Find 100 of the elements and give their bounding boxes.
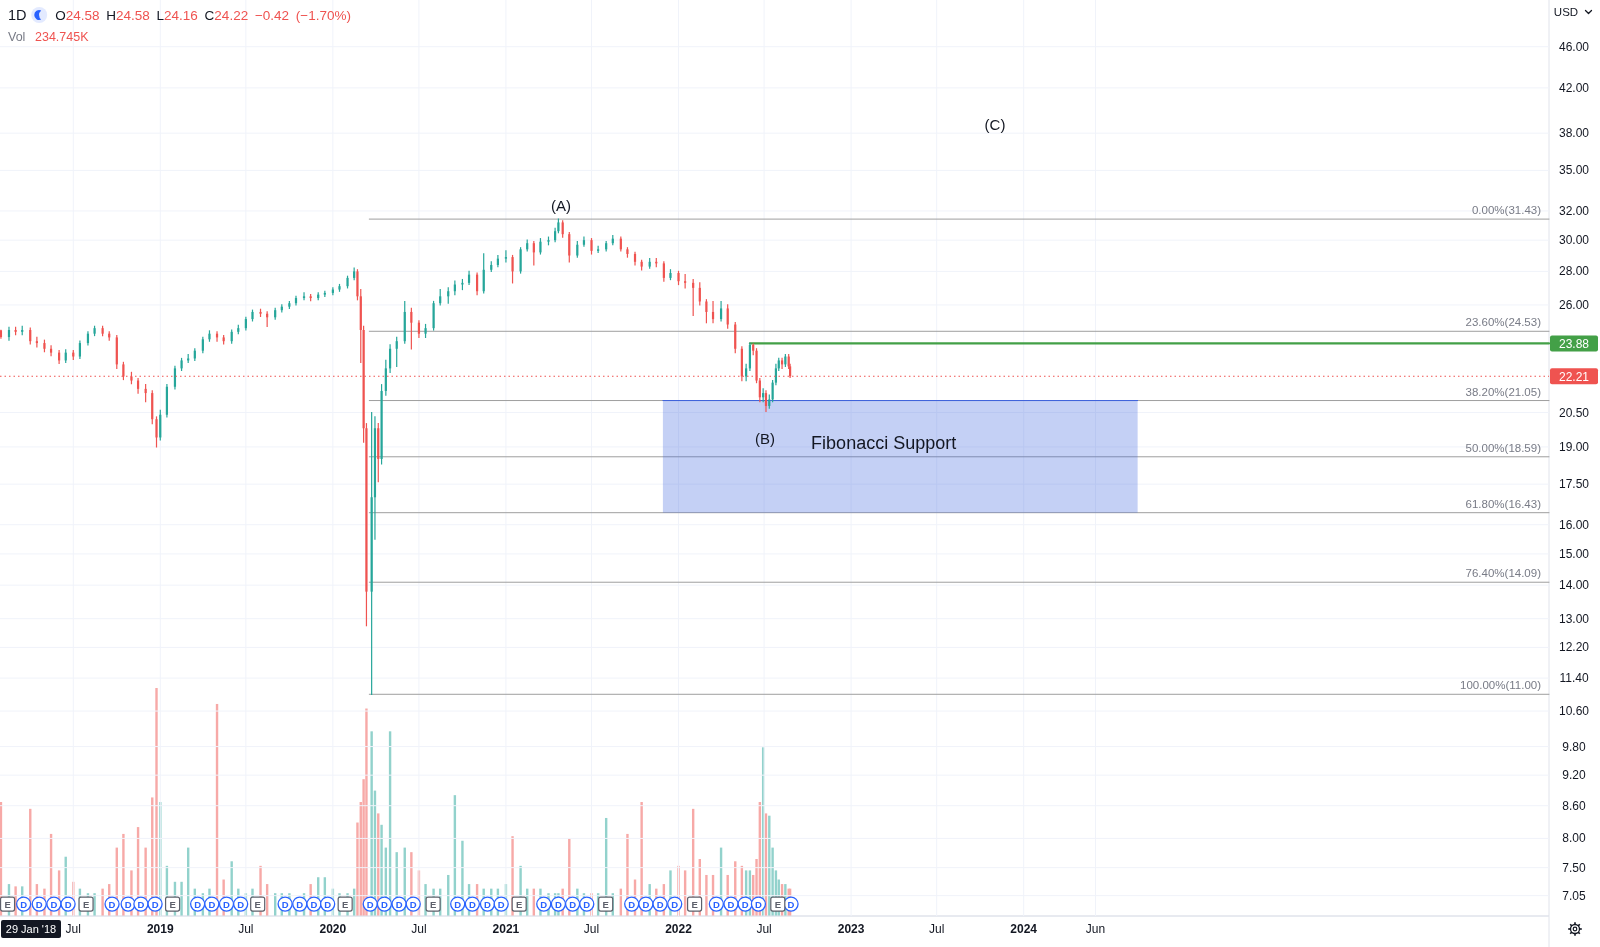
x-tick-label: 2020 [319,922,347,936]
data-label: 23.60%(24.53) [1465,316,1542,329]
data-label: D [642,899,650,911]
data-label: D [628,899,636,911]
y-tick-label: 20.50 [1558,405,1590,420]
x-tick-label: Jul [929,922,945,936]
x-tick-label: Jun [1085,922,1106,936]
y-tick-label: 26.00 [1558,297,1590,312]
y-tick-label: 8.60 [1562,798,1586,813]
y-tick-label: 28.00 [1558,264,1590,279]
data-label: D [151,899,159,911]
data-label: E [342,899,349,911]
annotation: (C) [984,115,1006,133]
data-label: D [787,899,795,911]
y-tick-label: 16.00 [1558,517,1590,532]
annotation: Vol [8,30,26,44]
data-label: E [774,899,781,911]
data-label: D [137,899,145,911]
y-tick-label: 11.40 [1559,671,1589,686]
x-tick-label: Jul [411,922,427,936]
annotation: (B) [755,429,775,447]
data-label: 50.00%(18.59) [1465,441,1542,454]
data-label: D [497,899,505,911]
data-label: E [516,899,523,911]
series-label: Fibonacci Support [811,433,957,454]
data-label: E [691,899,698,911]
x-tick-label: 2021 [492,922,520,936]
data-label: 100.00%(11.00) [1460,679,1542,692]
y-tick-label: 15.00 [1558,546,1590,561]
x-tick-label: 2023 [837,922,865,936]
data-label: D [20,899,28,911]
data-label: D [324,899,332,911]
data-label: D [296,899,304,911]
data-label: D [380,899,388,911]
y-tick-label: 9.80 [1562,739,1586,754]
data-label: D [124,899,132,911]
data-label: D [281,899,289,911]
x-tick-label: 2024 [1010,922,1038,936]
y-tick-label: 19.00 [1558,439,1590,454]
y-tick-label: 13.00 [1558,611,1590,626]
data-label: E [429,899,437,911]
data-label: D [671,899,679,911]
text: O24.58 H24.58 L24.16 C24.22 −0.42 (−1.70%) [55,8,351,23]
x-tick-label: Jul [756,922,772,936]
ref-line-label: 22.21 [1558,369,1590,384]
data-label: D [366,899,374,911]
data-label: E [169,899,176,911]
x-tick-label: Jul [65,922,81,936]
y-tick-label: 10.60 [1558,704,1590,719]
data-label: D [583,899,591,911]
text: 1D [8,7,27,23]
data-label: E [254,899,261,911]
y-tick-label: 7.05 [1562,888,1586,903]
data-label: D [554,899,562,911]
data-label: D [712,899,720,911]
data-label: D [656,899,664,911]
data-label: D [194,899,202,911]
data-label: 23.88 [1558,336,1590,351]
data-label: E [602,899,609,911]
data-label: D [454,899,462,911]
data-label: D [35,899,43,911]
data-label: D [64,899,72,911]
y-tick-label: 12.20 [1558,640,1590,655]
y-tick-label: 42.00 [1558,80,1590,95]
data-label: D [50,899,58,911]
x-tick-label: 2022 [665,922,693,936]
y-tick-label: 30.00 [1558,233,1590,248]
data-label: E [82,899,90,911]
y-tick-label: 32.00 [1558,203,1590,218]
x-tick-label: 2019 [146,922,174,936]
y-tick-label: 35.00 [1558,163,1590,178]
y-tick-label: 9.20 [1562,768,1586,783]
data-label: 61.80%(16.43) [1465,497,1542,510]
data-label: E [4,899,11,911]
data-label: D [754,899,762,911]
y-tick-label: 46.00 [1558,39,1590,54]
y-tick-label: 8.00 [1562,831,1586,846]
x-tick-label: Jul [238,922,254,936]
y-tick-label: 38.00 [1558,126,1590,141]
data-label: 0.00%(31.43) [1471,204,1542,217]
data-label: D [310,899,318,911]
text: 29 Jan '18 [5,923,57,935]
data-label: D [468,899,476,911]
data-label: D [741,899,749,911]
y-tick-label: 14.00 [1558,578,1590,593]
data-label: D [569,899,577,911]
x-tick-label: Jul [583,922,600,936]
annotation: 234.745K [35,30,90,44]
data-label: D [223,899,231,911]
data-label: D [108,899,116,911]
y-tick-label: 7.50 [1562,860,1586,875]
y-axis-title: USD [1553,6,1579,18]
data-label: D [409,899,417,911]
y-tick-label: 17.50 [1558,477,1590,492]
data-label: D [727,899,735,911]
data-label: D [540,899,548,911]
data-label: 38.20%(21.05) [1465,385,1542,398]
data-label: D [395,899,403,911]
data-label: 76.40%(14.09) [1465,567,1542,580]
data-label: D [208,899,216,911]
